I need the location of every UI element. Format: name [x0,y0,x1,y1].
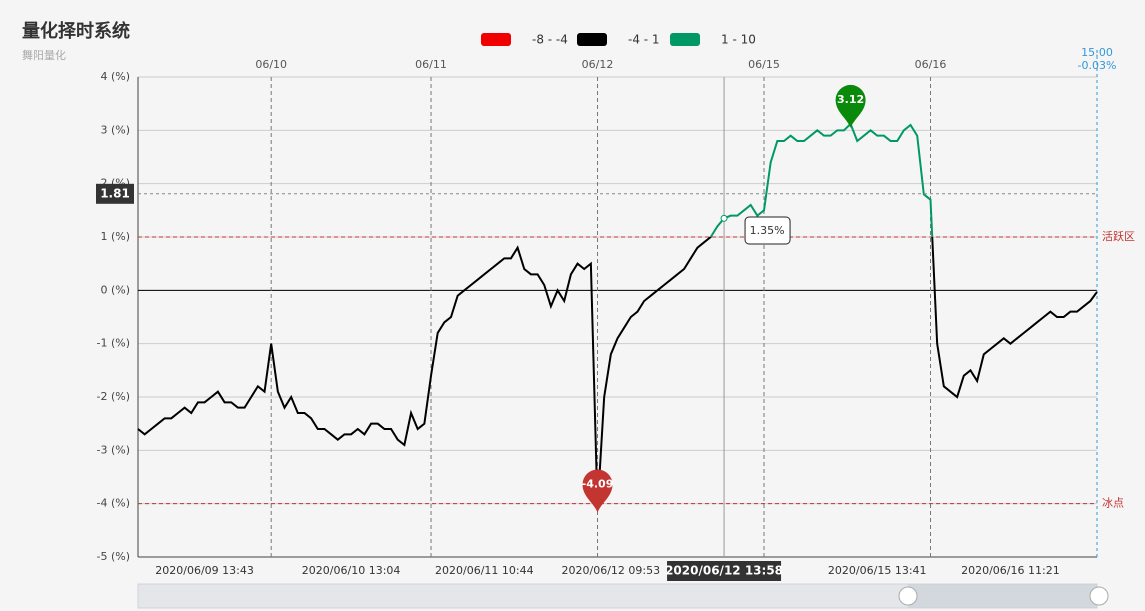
x-tick-label: 2020/06/15 13:41 [828,564,927,577]
legend-swatch [481,33,511,46]
y-tick-label: -3 (%) [97,443,131,456]
y-tick-label: -1 (%) [97,337,131,350]
zoom-handle[interactable] [1089,586,1109,606]
pointer-y-box [96,183,134,204]
top-tick-label: 06/15 [748,58,780,71]
y-tick-label: -2 (%) [97,390,131,403]
end-time: 15:00 [1081,46,1113,59]
mark-pin-label: 3.12 [837,93,864,106]
legend-label: -8 - -4 [532,33,568,47]
tooltip-value: 1.35% [750,224,785,237]
tooltip-box [744,216,791,245]
pointer-y-label: 1.81 [100,186,130,200]
zoom-window[interactable] [908,584,1097,608]
x-tick-label: 2020/06/10 13:04 [302,564,401,577]
chart-title: 量化择时系统 [22,20,130,42]
mark-pin [582,469,613,513]
legend-swatch [670,33,700,46]
zoom-handle[interactable] [898,586,918,606]
pointer-x-box [667,561,782,581]
y-tick-label: 0 (%) [100,283,130,296]
y-tick-label: 4 (%) [100,70,130,83]
series-line [137,122,1098,509]
chart-subtitle: 舞阳量化 [22,48,66,62]
legend-label: -4 - 1 [628,33,660,47]
y-tick-label: 3 (%) [100,123,130,136]
x-tick-label: 2020/06/11 10:44 [435,564,534,577]
mark-pin-label: -4.09 [582,477,614,490]
pointer-x-label: 2020/06/12 13:58 [665,564,783,578]
top-tick-label: 06/12 [582,58,614,71]
y-tick-label: -5 (%) [97,550,131,563]
top-tick-label: 06/11 [415,58,447,71]
y-tick-label: -4 (%) [97,497,131,510]
x-tick-label: 2020/06/16 11:21 [961,564,1060,577]
end-value: -0.03% [1078,59,1117,72]
top-tick-label: 06/16 [915,58,947,71]
mark-line-label: 冰点 [1102,497,1124,510]
mark-pin [835,84,866,128]
y-tick-label: 1 (%) [100,230,130,243]
hover-point [720,214,728,222]
top-tick-label: 06/10 [255,58,287,71]
legend-label: 1 - 10 [721,33,756,47]
x-tick-label: 2020/06/12 09:53 [562,564,661,577]
legend-swatch [577,33,607,46]
mark-line-label: 活跃区 [1102,229,1135,243]
x-tick-label: 2020/06/09 13:43 [155,564,254,577]
